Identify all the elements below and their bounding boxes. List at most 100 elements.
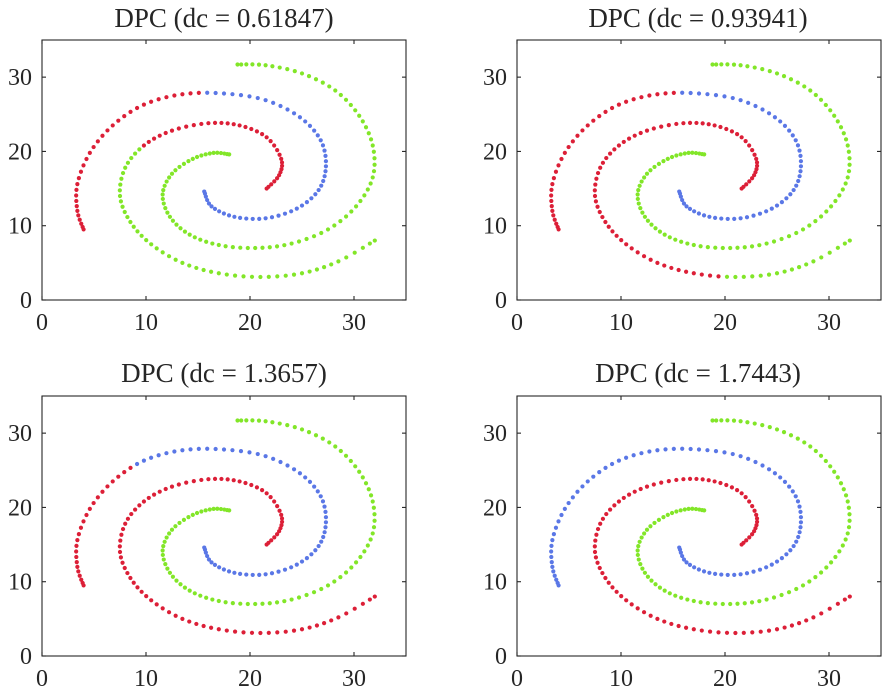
data-point — [749, 244, 755, 249]
data-point — [635, 548, 640, 553]
data-point — [750, 630, 755, 635]
data-point — [279, 160, 285, 165]
data-point — [129, 155, 134, 161]
data-point — [637, 539, 642, 544]
data-point — [294, 206, 299, 211]
data-point — [321, 178, 326, 184]
data-point — [299, 627, 305, 632]
data-point — [257, 216, 262, 221]
data-point — [612, 147, 617, 152]
data-point — [191, 123, 196, 128]
data-point — [199, 153, 204, 158]
data-point — [730, 451, 735, 457]
data-point — [221, 211, 226, 216]
data-point — [674, 509, 679, 514]
data-point — [139, 589, 144, 594]
data-point — [692, 565, 697, 570]
data-point — [128, 219, 133, 225]
data-point — [710, 418, 715, 423]
data-point — [733, 274, 738, 280]
data-point — [685, 241, 690, 246]
data-point — [313, 548, 318, 553]
data-point — [188, 91, 193, 96]
data-point — [732, 572, 737, 577]
data-point — [291, 272, 297, 277]
data-point — [169, 171, 175, 176]
data-point — [771, 595, 777, 600]
data-point — [691, 598, 696, 604]
data-point — [657, 229, 663, 234]
data-point — [76, 532, 81, 537]
data-point — [352, 250, 357, 255]
data-point — [285, 463, 290, 468]
data-point — [837, 549, 842, 554]
data-point — [682, 507, 687, 512]
data-point — [635, 552, 640, 558]
data-point — [842, 241, 847, 246]
data-point — [706, 478, 711, 483]
data-point — [662, 263, 667, 268]
data-point — [744, 571, 750, 576]
data-point — [256, 62, 262, 67]
data-point — [707, 570, 712, 575]
data-point — [247, 94, 252, 99]
data-point — [133, 151, 138, 156]
data-point — [327, 440, 332, 445]
data-point — [686, 506, 691, 512]
data-point — [701, 569, 707, 574]
data-point — [299, 559, 305, 564]
data-point — [738, 572, 743, 577]
data-point — [344, 255, 349, 260]
data-point — [338, 448, 343, 454]
data-point — [691, 242, 696, 248]
data-point — [671, 446, 676, 451]
x-tick-label: 20 — [713, 310, 737, 336]
data-point — [592, 549, 598, 555]
data-point — [655, 616, 660, 621]
data-point — [277, 152, 282, 157]
data-point — [243, 480, 248, 486]
data-point — [635, 192, 640, 197]
data-point — [206, 121, 211, 126]
data-point — [725, 418, 730, 423]
data-point — [180, 448, 185, 453]
data-point — [790, 133, 795, 138]
data-point — [694, 476, 699, 482]
data-point — [250, 572, 255, 578]
data-point — [162, 183, 167, 188]
data-point — [321, 621, 327, 626]
x-tick-label: 0 — [36, 310, 48, 336]
y-tick-label: 0 — [20, 644, 32, 670]
data-point — [164, 179, 169, 184]
data-point — [841, 131, 846, 136]
data-point — [322, 148, 327, 153]
data-point — [714, 62, 719, 67]
data-point — [270, 420, 275, 425]
data-point — [787, 484, 792, 489]
data-point — [224, 272, 229, 277]
data-point — [738, 98, 743, 103]
data-point — [95, 495, 100, 500]
data-point — [170, 574, 176, 579]
data-point — [778, 119, 783, 124]
data-point — [701, 213, 707, 218]
data-point — [338, 575, 343, 580]
data-point — [550, 182, 555, 187]
data-point — [212, 476, 218, 481]
data-point — [225, 477, 230, 482]
data-point — [128, 109, 133, 114]
data-point — [76, 176, 81, 181]
data-point — [552, 217, 557, 222]
data-point — [353, 464, 358, 469]
data-point — [249, 126, 254, 132]
data-point — [164, 451, 169, 456]
data-point — [843, 537, 848, 542]
data-point — [76, 569, 81, 574]
data-point — [580, 128, 585, 133]
data-point — [629, 246, 634, 251]
data-point — [285, 423, 290, 428]
data-point — [118, 555, 124, 560]
data-point — [707, 214, 712, 219]
data-point — [738, 63, 743, 68]
data-point — [846, 525, 852, 530]
